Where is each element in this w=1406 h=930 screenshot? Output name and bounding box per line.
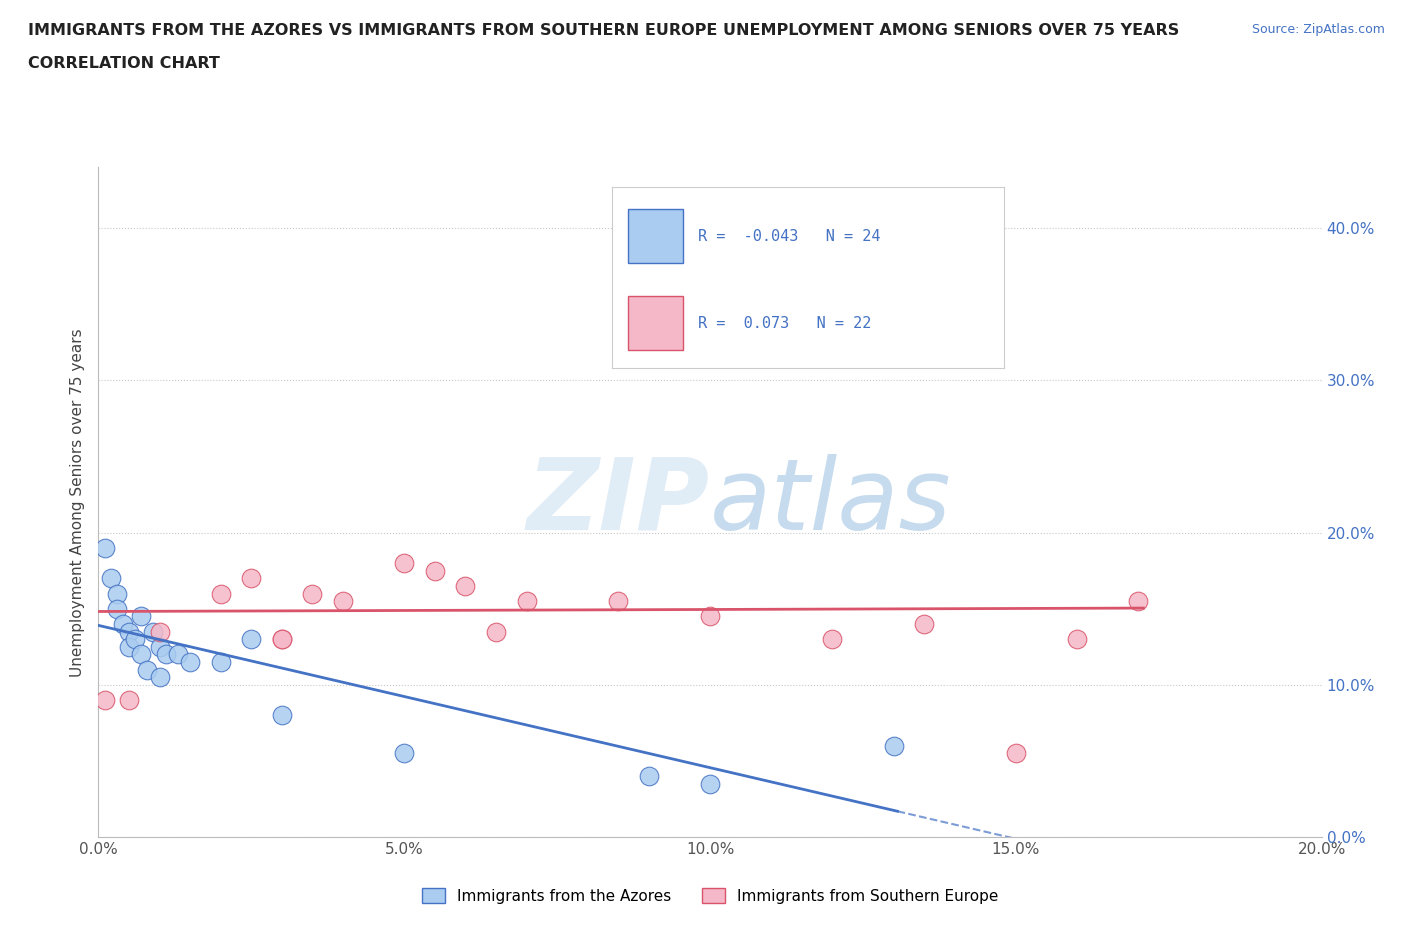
Point — [240, 631, 263, 646]
Point — [142, 624, 165, 639]
Point — [149, 639, 172, 654]
Text: IMMIGRANTS FROM THE AZORES VS IMMIGRANTS FROM SOUTHERN EUROPE UNEMPLOYMENT AMONG: IMMIGRANTS FROM THE AZORES VS IMMIGRANTS… — [28, 23, 1180, 38]
Point — [423, 564, 446, 578]
Point — [270, 631, 292, 646]
Point — [179, 655, 201, 670]
Point — [454, 578, 477, 593]
Point — [93, 693, 115, 708]
Point — [111, 617, 134, 631]
Point — [93, 540, 115, 555]
Point — [118, 639, 141, 654]
Point — [136, 662, 159, 677]
Point — [301, 586, 323, 601]
Point — [699, 777, 721, 791]
Text: ZIP: ZIP — [527, 454, 710, 551]
Point — [155, 647, 177, 662]
Point — [392, 555, 416, 570]
Point — [100, 571, 122, 586]
Point — [129, 609, 152, 624]
Point — [167, 647, 190, 662]
Point — [637, 312, 661, 327]
Point — [485, 624, 508, 639]
Y-axis label: Unemployment Among Seniors over 75 years: Unemployment Among Seniors over 75 years — [70, 328, 86, 676]
Point — [1004, 746, 1026, 761]
Point — [209, 655, 232, 670]
Point — [105, 586, 128, 601]
Legend: Immigrants from the Azores, Immigrants from Southern Europe: Immigrants from the Azores, Immigrants f… — [416, 882, 1004, 910]
Point — [118, 624, 141, 639]
Point — [607, 593, 630, 608]
Point — [118, 693, 141, 708]
Point — [270, 708, 292, 723]
Text: atlas: atlas — [710, 454, 952, 551]
Point — [912, 617, 935, 631]
Point — [332, 593, 354, 608]
Point — [392, 746, 416, 761]
Point — [1128, 593, 1150, 608]
Point — [270, 631, 292, 646]
Point — [516, 593, 538, 608]
Point — [883, 738, 905, 753]
Point — [149, 670, 172, 684]
Point — [209, 586, 232, 601]
Text: Source: ZipAtlas.com: Source: ZipAtlas.com — [1251, 23, 1385, 36]
Point — [129, 647, 152, 662]
Point — [105, 602, 128, 617]
Point — [821, 631, 844, 646]
Point — [637, 769, 661, 784]
Point — [699, 609, 721, 624]
Text: CORRELATION CHART: CORRELATION CHART — [28, 56, 219, 71]
Point — [149, 624, 172, 639]
Point — [124, 631, 146, 646]
Point — [240, 571, 263, 586]
Point — [1066, 631, 1088, 646]
